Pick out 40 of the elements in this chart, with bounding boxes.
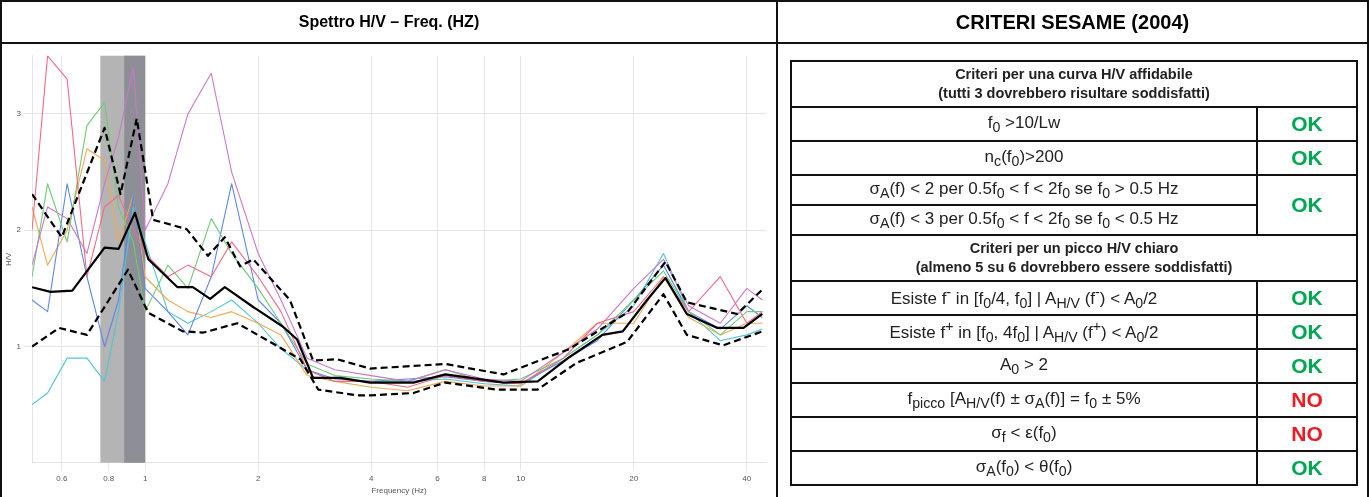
- y-axis-title: H/V: [4, 251, 13, 266]
- text: Criteri per una curva H/V affidabile: [954, 65, 1194, 84]
- x-tick-label: 4: [368, 473, 374, 483]
- x-tick-label: 1: [142, 473, 148, 483]
- text: OK: [1257, 107, 1357, 141]
- text: OK: [1257, 349, 1357, 383]
- text: OK: [1257, 141, 1357, 175]
- text: Esiste f$^{+}$ in [f$_{0}$, 4f$_{0}$] | A$_{H/V}$ (f$^{+}$) < A$_{0}$/2: [889, 318, 1159, 346]
- text: OK: [1257, 281, 1357, 315]
- y-tick-label: 2: [16, 225, 22, 235]
- x-tick-label: 8: [482, 473, 488, 483]
- text: σ$_{A}$(f) < 3 per 0.5f$_{0}$ < f < 2f$_{0}$ se f$_{0}$ < 0.5 Hz: [869, 208, 1179, 232]
- x-tick-label: 2: [255, 473, 261, 483]
- text: OK: [1257, 451, 1357, 485]
- y-tick-label: 3: [16, 109, 22, 119]
- text: σ$_{A}$(f) < 2 per 0.5f$_{0}$ < f < 2f$_{0}$ se f$_{0}$ > 0.5 Hz: [869, 178, 1179, 202]
- text: NO: [1257, 383, 1357, 417]
- text: NO: [1257, 417, 1357, 451]
- text: f$_{0}$ >10/Lw: [791, 107, 1257, 141]
- text: OK: [1257, 315, 1357, 349]
- x-tick-label: 0.8: [103, 473, 115, 483]
- x-tick-label: 40: [742, 473, 752, 483]
- x-tick-label: 10: [516, 473, 526, 483]
- text: OK: [1257, 175, 1357, 235]
- text: A$_{0}$ > 2: [791, 349, 1257, 383]
- text: σ$_{f}$ < ε(f$_{0}$): [791, 417, 1257, 451]
- text: Esiste f$^{-}$ in [f$_{0}$/4, f$_{0}$] | A$_{H/V}$ (f$^{-}$) < A$_{0}$/2: [890, 284, 1158, 312]
- text: f$_{picco}$ [A$_{H/V}$(f) ± σ$_{A}$(f)] = f$_{0}$ ± 5%: [907, 388, 1141, 412]
- x-tick-label: 0.6: [56, 473, 68, 483]
- x-tick-label: 6: [435, 473, 441, 483]
- text: Criteri per un picco H/V chiaro: [968, 239, 1180, 258]
- y-tick-label: 1: [16, 341, 22, 351]
- text: σ$_{A}$(f$_{0}$) < θ(f$_{0}$): [791, 451, 1257, 485]
- text: (almeno 5 su 6 dovrebbero essere soddisfatti): [914, 258, 1234, 277]
- text: n$_{c}$(f$_{0}$)>200: [791, 141, 1257, 175]
- x-tick-label: 20: [629, 473, 639, 483]
- text: (tutti 3 dovrebbero risultare soddisfatti): [937, 84, 1211, 103]
- chart-title: Spettro H/V – Freq. (HZ): [2, 2, 776, 44]
- text: CRITERI SESAME (2004): [778, 2, 1367, 44]
- x-axis-title: Frequency (Hz): [371, 486, 427, 496]
